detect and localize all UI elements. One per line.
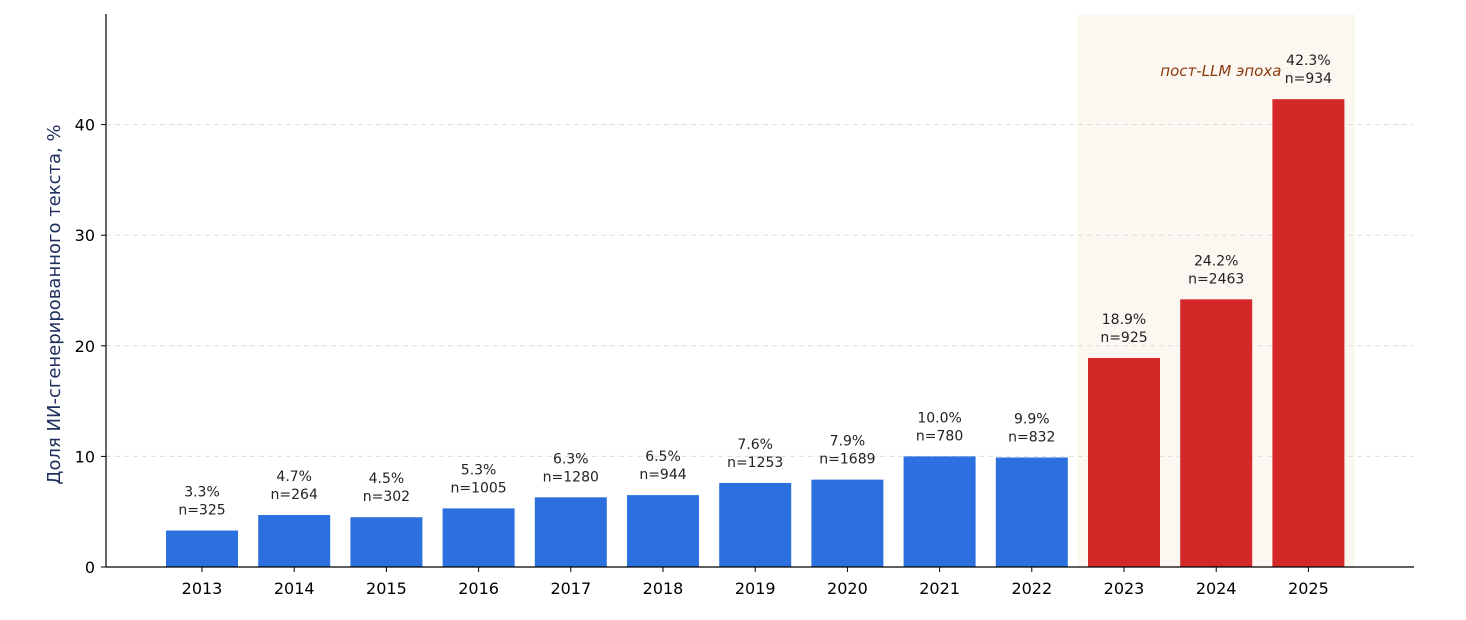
bar-n-label-2025: n=934 [1285, 71, 1332, 87]
bar-value-label-2022: 9.9% [1014, 412, 1050, 428]
bar-n-label-2020: n=1689 [819, 452, 875, 468]
bar-2014 [258, 515, 331, 567]
x-tick-label-2021: 2021 [919, 579, 960, 598]
bar-2020 [811, 479, 884, 567]
bar-n-label-2013: n=325 [178, 503, 225, 519]
x-tick-label-2020: 2020 [827, 579, 868, 598]
bar-n-label-2017: n=1280 [543, 469, 599, 485]
bar-n-label-2014: n=264 [271, 487, 318, 503]
bar-n-label-2022: n=832 [1008, 430, 1055, 446]
bar-2016 [442, 508, 515, 567]
bar-value-label-2024: 24.2% [1194, 253, 1238, 269]
bar-n-label-2023: n=925 [1100, 330, 1147, 346]
x-tick-label-2016: 2016 [458, 579, 499, 598]
x-tick-label-2013: 2013 [182, 579, 223, 598]
bar-value-label-2021: 10.0% [917, 410, 961, 426]
x-tick-label-2025: 2025 [1288, 579, 1329, 598]
bar-2021 [903, 456, 976, 567]
x-tick-label-2015: 2015 [366, 579, 407, 598]
y-tick-label-30: 30 [75, 226, 95, 245]
bar-value-label-2014: 4.7% [276, 469, 312, 485]
y-tick-label-10: 10 [75, 447, 95, 466]
y-tick-label-40: 40 [75, 116, 95, 135]
post-llm-annotation: пост-LLM эпоха [1160, 62, 1281, 80]
bar-n-label-2016: n=1005 [450, 480, 506, 496]
bar-n-label-2019: n=1253 [727, 455, 783, 471]
bar-2017 [534, 497, 607, 567]
bar-2023 [1088, 357, 1160, 567]
bar-value-label-2015: 4.5% [369, 471, 405, 487]
bar-value-label-2025: 42.3% [1286, 53, 1330, 69]
bar-value-label-2016: 5.3% [461, 462, 497, 478]
x-tick-label-2018: 2018 [643, 579, 684, 598]
bar-value-label-2020: 7.9% [830, 434, 866, 450]
bar-2024 [1180, 299, 1253, 567]
bar-2022 [995, 457, 1068, 567]
y-tick-label-0: 0 [85, 558, 95, 577]
bar-n-label-2018: n=944 [639, 467, 686, 483]
bar-2019 [719, 482, 792, 567]
bar-value-label-2013: 3.3% [184, 485, 220, 501]
bar-value-label-2019: 7.6% [737, 437, 773, 453]
bar-2015 [350, 517, 423, 567]
y-tick-label-20: 20 [75, 337, 95, 356]
bar-2025 [1272, 99, 1345, 568]
x-tick-label-2023: 2023 [1104, 579, 1145, 598]
x-tick-label-2014: 2014 [274, 579, 315, 598]
x-tick-label-2022: 2022 [1011, 579, 1052, 598]
x-tick-label-2024: 2024 [1196, 579, 1237, 598]
bar-n-label-2021: n=780 [916, 428, 963, 444]
x-tick-label-2019: 2019 [735, 579, 776, 598]
bar-2013 [166, 530, 238, 567]
bar-n-label-2024: n=2463 [1188, 271, 1244, 287]
bar-n-label-2015: n=302 [363, 489, 410, 505]
y-axis-label: Доля ИИ-сгенерированного текста, % [44, 124, 65, 484]
x-tick-label-2017: 2017 [550, 579, 591, 598]
bar-value-label-2018: 6.5% [645, 449, 681, 465]
bar-value-label-2017: 6.3% [553, 451, 589, 467]
bar-value-label-2023: 18.9% [1102, 312, 1146, 328]
bar-2018 [627, 495, 699, 567]
